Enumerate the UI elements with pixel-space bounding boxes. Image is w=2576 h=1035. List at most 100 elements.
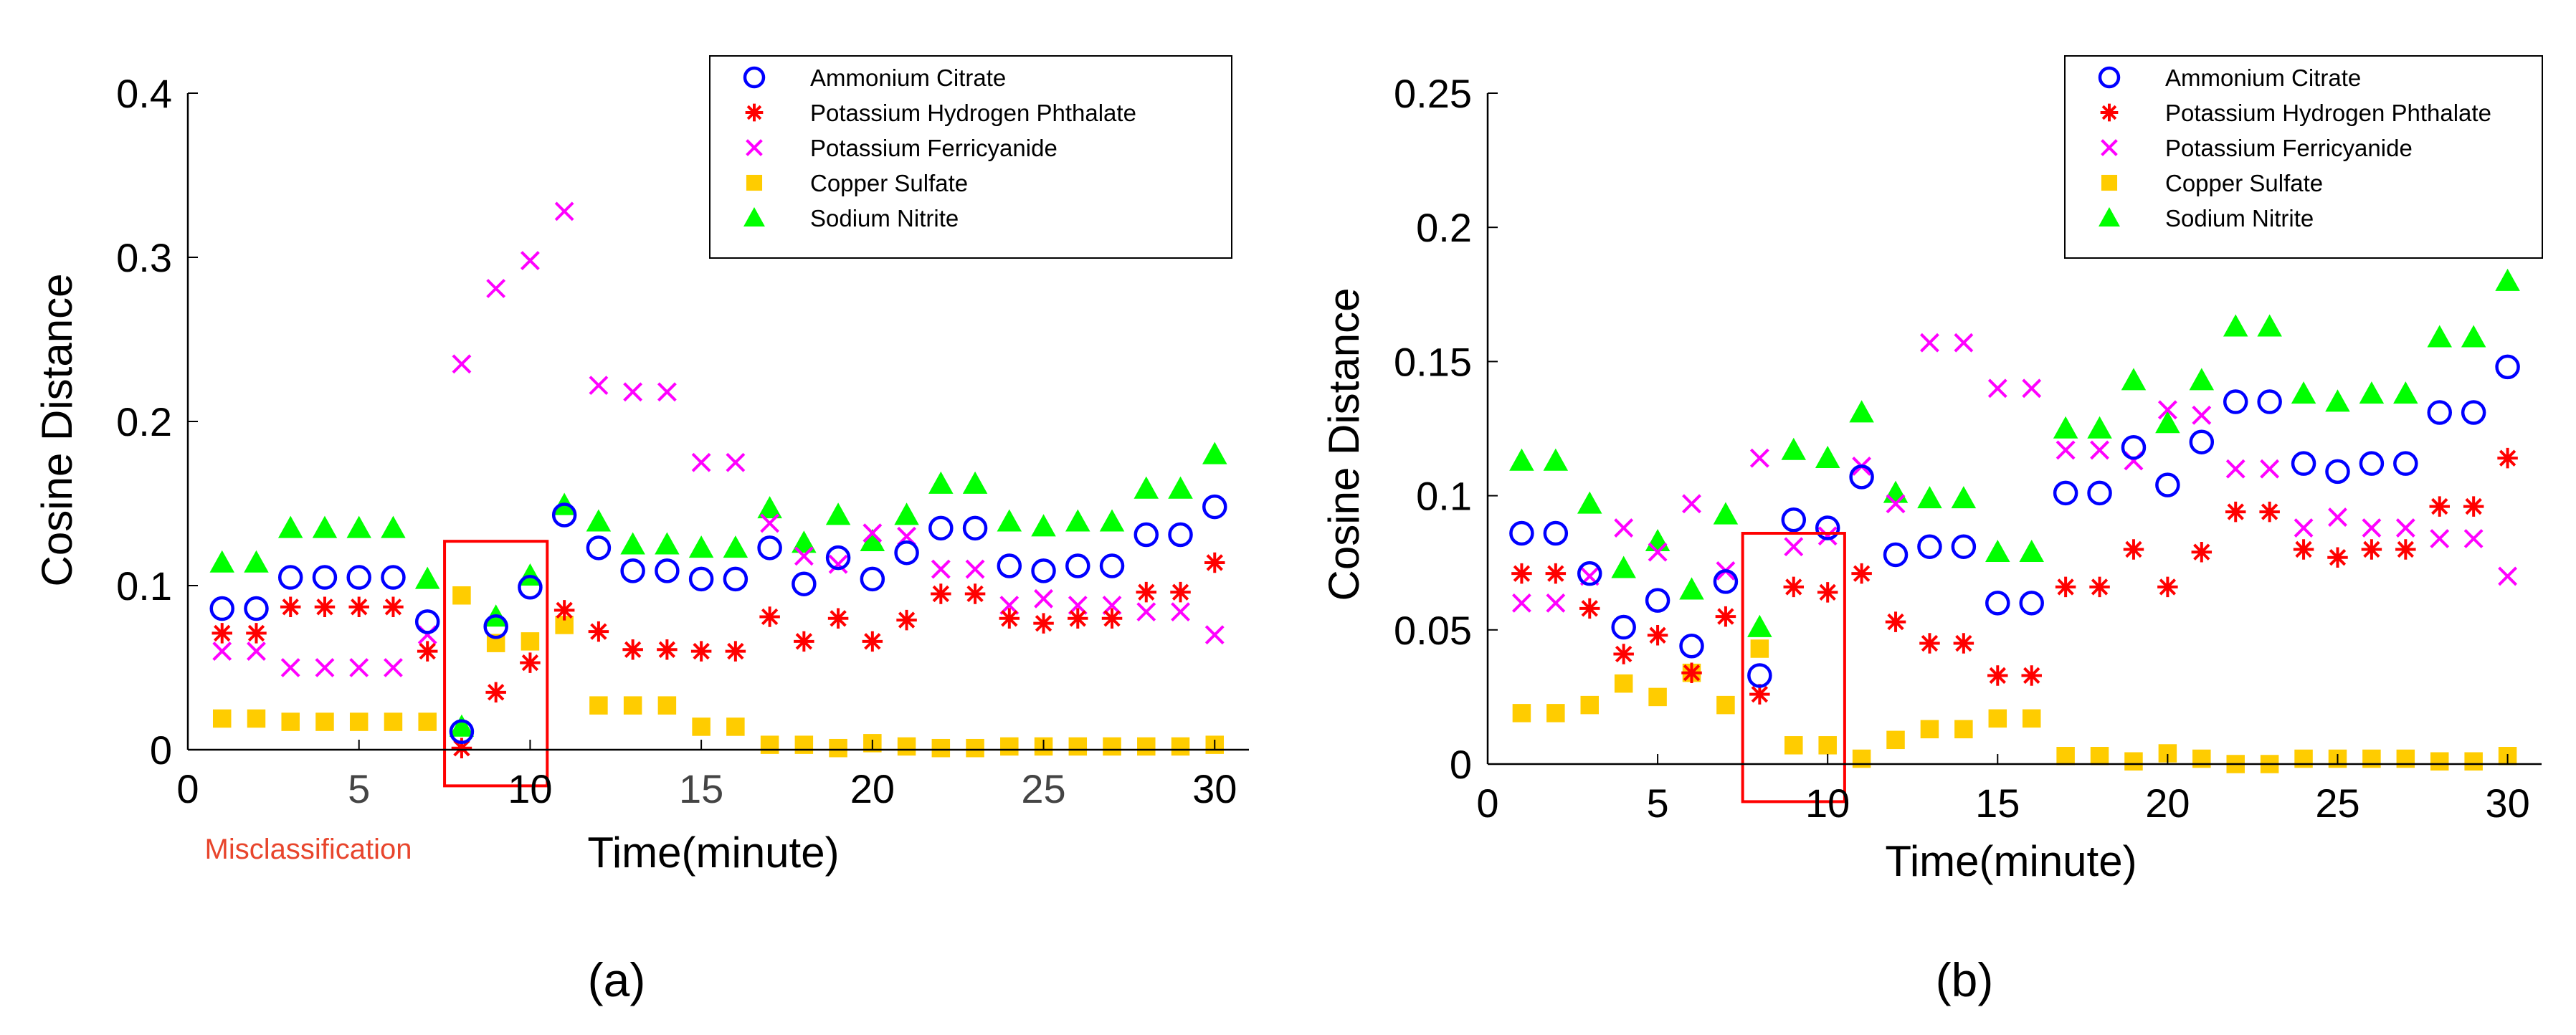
point-nitrite-5	[346, 515, 371, 538]
point-ferricyanide-1	[1512, 593, 1531, 613]
point-nitrite-17	[757, 496, 782, 519]
point-nitrite-7	[414, 566, 440, 589]
point-ferricyanide-24	[2294, 518, 2314, 538]
legend-marker-phthalate	[745, 103, 764, 122]
point-copper-3	[1580, 695, 1600, 715]
legend-label-ferricyanide: Potassium Ferricyanide	[2165, 135, 2413, 161]
plot-b-points	[1509, 268, 2520, 803]
point-ferricyanide-14	[1954, 333, 1974, 353]
point-nitrite-14	[1951, 486, 1977, 509]
point-nitrite-5	[1645, 528, 1670, 552]
point-ferricyanide-20	[862, 523, 883, 543]
point-ferricyanide-29	[1171, 602, 1190, 622]
point-copper-7	[1716, 695, 1735, 715]
point-ammonium-13	[620, 558, 645, 583]
point-ammonium-29	[2461, 400, 2486, 425]
point-phthalate-22	[2225, 501, 2246, 523]
point-phthalate-13	[622, 639, 643, 660]
legend-label-ferricyanide: Potassium Ferricyanide	[810, 135, 1058, 161]
x-tick-label: 20	[850, 766, 895, 811]
point-ferricyanide-30	[1204, 625, 1225, 645]
x-tick-label: 5	[1647, 781, 1669, 826]
point-copper-16	[726, 717, 745, 736]
point-phthalate-30	[2497, 447, 2518, 469]
point-nitrite-24	[2291, 381, 2316, 404]
point-copper-24	[1000, 737, 1019, 756]
point-ammonium-17	[2053, 480, 2078, 506]
point-copper-17	[2056, 747, 2075, 765]
point-nitrite-26	[1065, 509, 1090, 532]
point-ammonium-16	[2019, 591, 2044, 616]
point-phthalate-27	[1101, 608, 1123, 629]
point-nitrite-16	[723, 535, 748, 558]
point-ammonium-21	[894, 540, 919, 566]
y-axis-label-a: Cosine Distance	[33, 274, 81, 587]
point-phthalate-6	[383, 596, 404, 618]
point-ferricyanide-21	[2192, 405, 2212, 425]
legend-marker-phthalate	[2100, 103, 2119, 122]
y-tick-label: 0.05	[1394, 608, 1472, 653]
point-phthalate-11	[1851, 563, 1872, 584]
point-ammonium-4	[312, 565, 338, 590]
point-nitrite-9	[1781, 437, 1807, 460]
point-phthalate-5	[1647, 625, 1668, 646]
y-tick-label: 0.25	[1394, 71, 1472, 116]
point-phthalate-12	[1885, 611, 1906, 632]
point-ammonium-21	[2189, 429, 2215, 454]
point-nitrite-28	[2427, 325, 2452, 348]
point-ammonium-6	[381, 565, 406, 590]
point-phthalate-25	[1033, 613, 1054, 634]
point-copper-27	[1103, 737, 1121, 756]
point-copper-4	[315, 712, 334, 731]
point-phthalate-17	[759, 606, 780, 627]
point-ferricyanide-15	[1987, 378, 2007, 399]
point-phthalate-30	[1204, 552, 1225, 573]
point-phthalate-9	[485, 682, 506, 703]
point-ferricyanide-28	[1136, 602, 1156, 622]
point-ammonium-26	[2359, 451, 2385, 476]
point-nitrite-21	[894, 502, 919, 525]
point-ammonium-14	[1951, 534, 1977, 559]
point-nitrite-21	[2189, 368, 2215, 391]
x-tick-label: 15	[679, 766, 723, 811]
point-copper-13	[1920, 720, 1939, 739]
point-ammonium-25	[2325, 459, 2350, 485]
point-nitrite-2	[1543, 448, 1569, 471]
point-ferricyanide-12	[589, 376, 609, 396]
point-ammonium-11	[551, 502, 577, 528]
point-nitrite-11	[1849, 400, 1874, 423]
point-nitrite-15	[1985, 539, 2010, 563]
point-ammonium-18	[792, 571, 817, 596]
point-ferricyanide-23	[965, 559, 985, 579]
point-copper-2	[247, 709, 266, 728]
x-axis-label-b: Time(minute)	[1885, 837, 2137, 885]
point-ammonium-7	[1713, 569, 1739, 594]
point-ammonium-2	[244, 596, 269, 621]
point-nitrite-4	[1611, 555, 1636, 578]
point-ammonium-15	[688, 566, 714, 592]
plot-b-axes: 0 0.05 0.1 0.15 0.2 0.25 0 5 10 15 20 25 30	[1394, 71, 2542, 826]
point-copper-19	[829, 738, 847, 758]
point-phthalate-10	[1817, 582, 1838, 603]
point-phthalate-18	[2089, 576, 2110, 598]
legend-label-ammonium: Ammonium Citrate	[810, 65, 1006, 91]
point-copper-18	[2090, 747, 2109, 765]
point-copper-18	[794, 735, 814, 754]
point-nitrite-24	[997, 509, 1022, 532]
point-ferricyanide-28	[2430, 529, 2450, 548]
misclassification-box	[443, 540, 549, 788]
point-ammonium-19	[2121, 434, 2147, 460]
point-ferricyanide-5	[1648, 542, 1668, 562]
point-ammonium-17	[757, 535, 782, 561]
y-tick-label: 0.1	[116, 563, 172, 609]
point-ferricyanide-29	[2463, 529, 2484, 548]
legend-marker-nitrite	[2099, 207, 2120, 226]
point-ferricyanide-15	[691, 452, 711, 472]
point-ammonium-28	[1133, 522, 1159, 548]
legend-marker-nitrite	[743, 207, 765, 226]
point-ferricyanide-3	[280, 658, 300, 677]
point-phthalate-24	[999, 608, 1020, 629]
misclassification-box	[1741, 532, 1846, 803]
legend-label-phthalate: Potassium Hydrogen Phthalate	[2165, 100, 2491, 126]
y-axis-label-b: Cosine Distance	[1320, 288, 1368, 601]
